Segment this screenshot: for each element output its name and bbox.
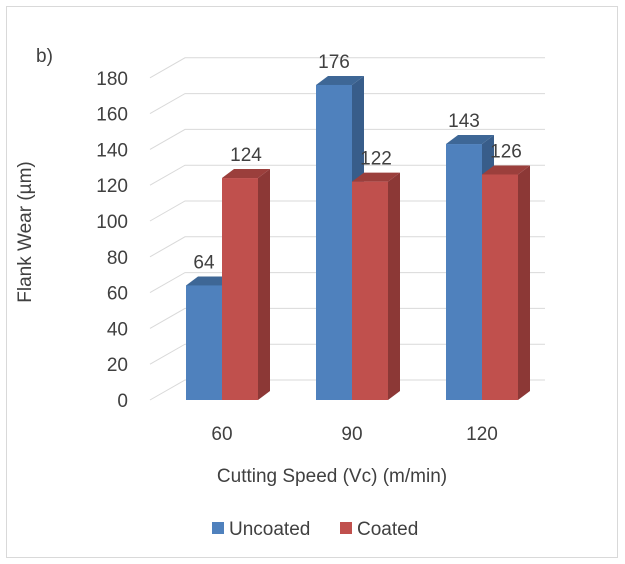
legend-label-uncoated: Uncoated [229, 519, 310, 540]
gridline [149, 200, 545, 222]
y-tick-label: 60 [107, 284, 128, 305]
bar-coated-90-top [352, 172, 400, 182]
x-tick-label: 120 [466, 424, 498, 445]
gridline [149, 128, 545, 150]
y-axis-title: Flank Wear (µm) [15, 161, 36, 303]
bar-coated-90-side [388, 172, 400, 400]
data-label-uncoated-120: 143 [448, 111, 480, 132]
bar-coated-120 [482, 174, 518, 400]
bar-coated-120-side [518, 165, 530, 400]
gridline [149, 93, 545, 115]
bar-coated-120-top [482, 165, 530, 175]
legend-swatch-uncoated [212, 522, 224, 534]
bars [186, 75, 530, 401]
bar-uncoated-120 [446, 144, 482, 400]
y-tick-label: 100 [96, 212, 128, 233]
bar-coated-60-top [222, 169, 270, 179]
data-labels: 64 124 176 122 143 126 [193, 52, 521, 273]
y-tick-label: 160 [96, 105, 128, 126]
y-tick-label: 20 [107, 355, 128, 376]
legend: Uncoated Coated [212, 519, 418, 540]
axis-ticks: 0 20 40 60 80 100 120 140 160 180 60 90 120 [96, 69, 498, 445]
gridlines [149, 57, 545, 401]
gridline [149, 307, 545, 329]
bar-uncoated-90-top [316, 75, 364, 85]
gridline [149, 379, 545, 401]
gridline [149, 343, 545, 365]
x-axis-title: Cutting Speed (Vc) (m/min) [217, 466, 447, 487]
y-tick-label: 120 [96, 176, 128, 197]
data-label-coated-90: 122 [360, 149, 392, 170]
y-tick-label: 0 [117, 391, 128, 412]
legend-swatch-coated [340, 522, 352, 534]
bar-uncoated-90 [316, 84, 352, 401]
legend-label-coated: Coated [357, 519, 418, 540]
data-label-coated-120: 126 [490, 141, 522, 162]
y-tick-label: 40 [107, 319, 128, 340]
y-tick-label: 80 [107, 248, 128, 269]
bar-uncoated-120-top [446, 135, 494, 145]
gridline [149, 236, 545, 258]
panel-label: b) [36, 46, 53, 67]
bar-uncoated-60 [186, 285, 222, 400]
y-tick-label: 180 [96, 69, 128, 90]
bar-coated-60-side [258, 169, 270, 400]
gridline [149, 57, 545, 79]
y-tick-label: 140 [96, 140, 128, 161]
gridline [149, 164, 545, 186]
data-label-uncoated-60: 64 [193, 252, 215, 273]
x-tick-label: 90 [341, 424, 362, 445]
data-label-uncoated-90: 176 [318, 52, 350, 73]
data-label-coated-60: 124 [230, 145, 262, 166]
bar-coated-60 [222, 178, 258, 400]
gridline [149, 272, 545, 294]
bar-coated-90 [352, 181, 388, 400]
x-tick-label: 60 [211, 424, 232, 445]
